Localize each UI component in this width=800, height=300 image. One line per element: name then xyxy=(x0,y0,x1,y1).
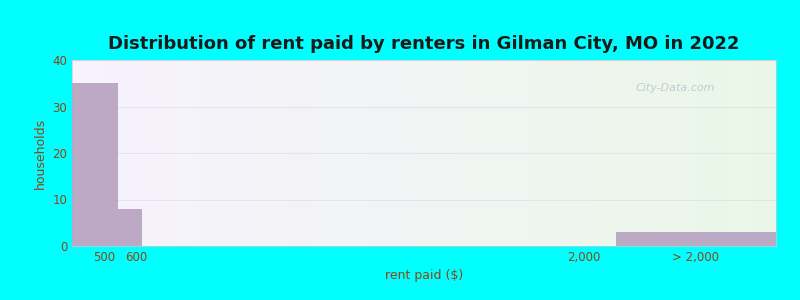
Bar xyxy=(118,209,142,246)
Bar xyxy=(72,83,118,246)
Bar xyxy=(616,232,776,246)
X-axis label: rent paid ($): rent paid ($) xyxy=(385,269,463,282)
Y-axis label: households: households xyxy=(34,117,46,189)
Text: City-Data.com: City-Data.com xyxy=(635,83,714,93)
Title: Distribution of rent paid by renters in Gilman City, MO in 2022: Distribution of rent paid by renters in … xyxy=(108,35,740,53)
